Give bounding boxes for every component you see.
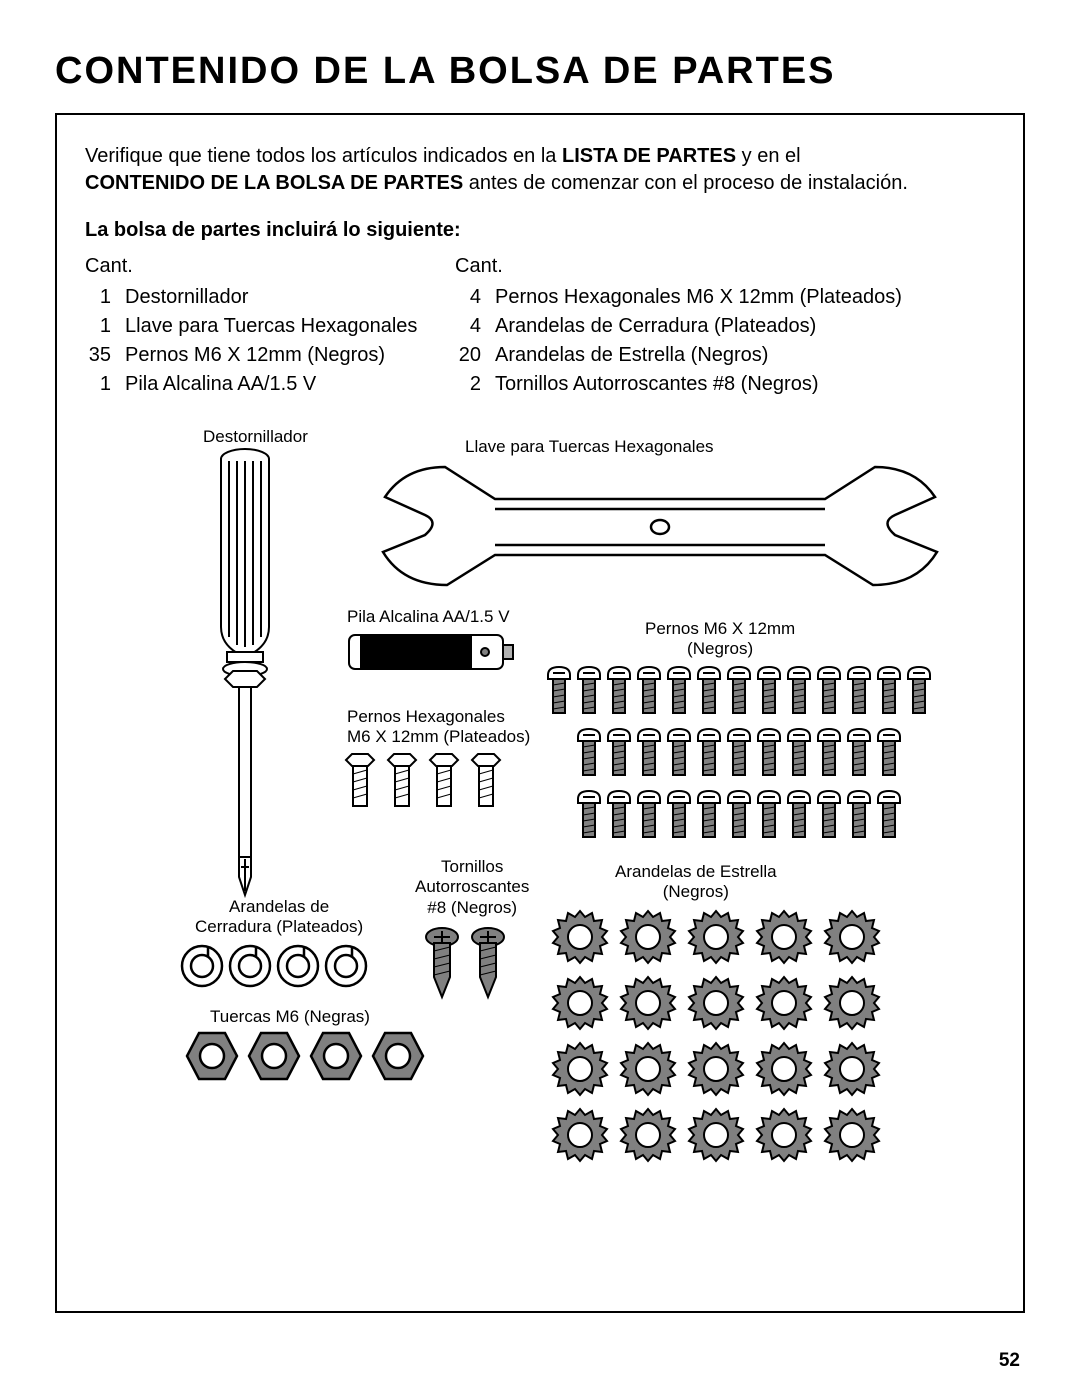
label-hexbolts: Pernos Hexagonales M6 X 12mm (Plateados)	[347, 707, 530, 748]
list-item: 4Arandelas de Cerradura (Plateados)	[455, 312, 902, 341]
list-item: 4Pernos Hexagonales M6 X 12mm (Plateados…	[455, 283, 902, 312]
content-box: Verifique que tiene todos los artículos …	[55, 113, 1025, 1313]
label-wrench: Llave para Tuercas Hexagonales	[465, 437, 714, 457]
intro-mid: y en el	[736, 145, 800, 167]
label-lockwashers: Arandelas de Cerradura (Plateados)	[195, 897, 363, 938]
intro-text: Verifique que tiene todos los artículos …	[85, 143, 995, 197]
qty-header-right: Cant.	[455, 252, 975, 281]
label-screwdriver: Destornillador	[203, 427, 308, 447]
list-item: 20Arandelas de Estrella (Negros)	[455, 341, 902, 370]
qty-header-left: Cant.	[85, 252, 455, 281]
label-m6bolts: Pernos M6 X 12mm (Negros)	[645, 619, 795, 660]
starwashers-grid-icon	[550, 907, 900, 1187]
selftap-icon	[420, 927, 515, 1007]
list-item: 1Pila Alcalina AA/1.5 V	[85, 370, 417, 399]
page-title: CONTENIDO DE LA BOLSA DE PARTES	[55, 50, 1025, 93]
intro-pre: Verifique que tiene todos los artículos …	[85, 145, 562, 167]
parts-columns: Cant. 1Destornillador 1Llave para Tuerca…	[85, 252, 995, 399]
intro-bold1: LISTA DE PARTES	[562, 145, 736, 167]
label-battery: Pila Alcalina AA/1.5 V	[347, 607, 510, 627]
lockwashers-icon	[180, 942, 380, 992]
list-item: 2Tornillos Autorroscantes #8 (Negros)	[455, 370, 902, 399]
parts-subhead: La bolsa de partes incluirá lo siguiente…	[85, 219, 995, 242]
parts-col-left: Cant. 1Destornillador 1Llave para Tuerca…	[85, 252, 455, 399]
parts-col-right: Cant. 4Pernos Hexagonales M6 X 12mm (Pla…	[455, 252, 975, 399]
screwdriver-icon	[205, 447, 285, 907]
label-starwashers: Arandelas de Estrella (Negros)	[615, 862, 777, 903]
intro-post: antes de comenzar con el proceso de inst…	[463, 172, 908, 194]
list-item: 35Pernos M6 X 12mm (Negros)	[85, 341, 417, 370]
battery-icon	[347, 627, 517, 677]
hexbolts-icon	[340, 752, 520, 822]
label-selftap: Tornillos Autorroscantes #8 (Negros)	[415, 857, 529, 918]
intro-bold2: CONTENIDO DE LA BOLSA DE PARTES	[85, 172, 463, 194]
nuts-icon	[185, 1029, 435, 1089]
diagram-area: Destornillador	[85, 427, 995, 1187]
m6bolts-grid-icon	[545, 665, 955, 855]
label-nuts: Tuercas M6 (Negras)	[210, 1007, 370, 1027]
page: CONTENIDO DE LA BOLSA DE PARTES Verifiqu…	[0, 0, 1080, 1397]
list-item: 1Llave para Tuercas Hexagonales	[85, 312, 417, 341]
wrench-icon	[365, 457, 955, 597]
page-number: 52	[999, 1350, 1020, 1372]
list-item: 1Destornillador	[85, 283, 417, 312]
